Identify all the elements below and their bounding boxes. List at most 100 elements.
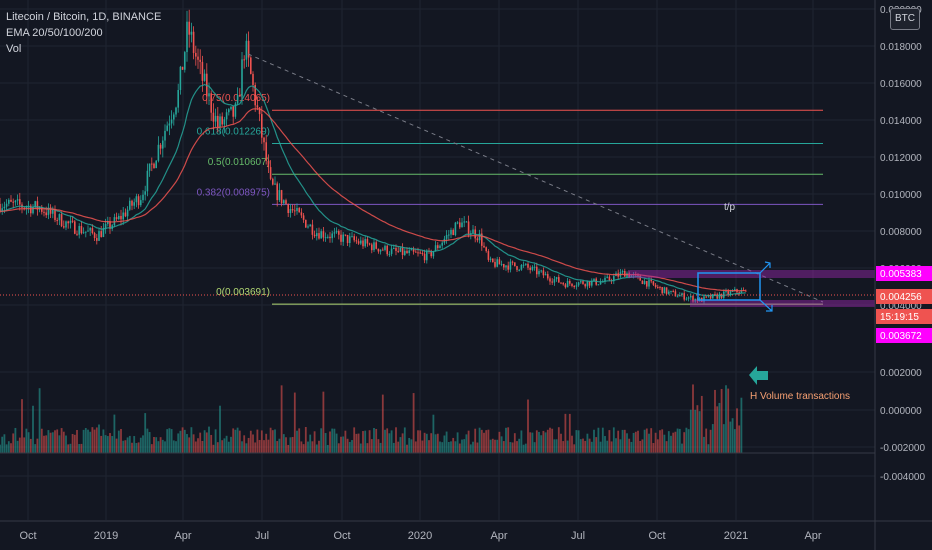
volume-bar	[623, 429, 626, 453]
candle-body	[384, 245, 386, 250]
candle-body	[177, 90, 179, 108]
volume-bar	[377, 439, 380, 453]
candle-body	[140, 200, 142, 206]
ema-indicator-label[interactable]: EMA 20/50/100/200	[6, 27, 103, 39]
candle-body	[162, 140, 164, 149]
candle-body	[113, 217, 116, 226]
volume-bar	[496, 439, 499, 453]
candle-body	[463, 221, 465, 223]
volume-bar	[406, 444, 408, 453]
volume-bar	[357, 433, 360, 453]
candle-body	[192, 31, 195, 53]
volume-bar	[513, 433, 516, 453]
volume-bar	[564, 413, 567, 453]
volume-bar	[353, 427, 356, 453]
x-tick-label: Jul	[571, 530, 585, 542]
candle-body	[294, 210, 296, 212]
candle-body	[186, 21, 188, 53]
volume-bar	[511, 442, 514, 453]
candle-body	[184, 52, 186, 70]
candle-body	[126, 209, 129, 217]
volume-bar	[258, 440, 261, 453]
candle-body	[195, 52, 197, 57]
volume-bar	[91, 427, 94, 453]
candle-body	[393, 248, 395, 250]
volume-bar	[223, 438, 226, 453]
volume-bar	[700, 395, 703, 453]
candle-body	[604, 277, 606, 282]
volume-bar	[320, 428, 323, 453]
volume-bar	[577, 430, 580, 453]
candle-body	[540, 270, 542, 272]
volume-bar	[192, 434, 195, 453]
candle-body	[456, 222, 459, 224]
candle-body	[597, 284, 600, 286]
candle-body	[287, 203, 289, 213]
volume-bar	[313, 431, 316, 453]
volume-bar	[29, 438, 32, 453]
volume-bar	[637, 430, 639, 453]
volume-bar	[392, 442, 395, 453]
candle-body	[573, 285, 575, 287]
volume-bar	[3, 434, 6, 453]
candle-body	[316, 233, 318, 237]
candle-body	[606, 276, 608, 278]
candle-body	[104, 223, 107, 229]
volume-bar	[137, 442, 140, 453]
candle-body	[212, 112, 215, 122]
price-marker-label: 0.004256	[880, 292, 922, 303]
candle-body	[210, 93, 212, 113]
candle-body	[516, 266, 518, 270]
currency-button[interactable]: BTC	[890, 8, 920, 30]
candle-body	[85, 231, 87, 233]
volume-bar	[428, 440, 430, 453]
candle-body	[639, 275, 641, 281]
volume-bar	[289, 437, 292, 453]
candle-body	[109, 221, 111, 229]
x-tick-label: Jul	[255, 530, 269, 542]
candle-body	[349, 236, 351, 244]
volume-bar	[190, 427, 193, 453]
candle-body	[25, 207, 28, 209]
candle-body	[254, 84, 256, 106]
volume-bar	[38, 388, 41, 453]
candle-body	[566, 280, 569, 288]
volume-bar	[318, 440, 320, 453]
volume-bar	[703, 436, 705, 453]
volume-bar	[205, 432, 208, 453]
volume-bar	[238, 430, 241, 453]
volume-bar	[155, 437, 158, 453]
volume-bar	[505, 427, 507, 453]
candle-body	[263, 137, 265, 143]
volume-bar	[21, 399, 23, 453]
volume-bar	[12, 433, 15, 453]
volume-indicator-label[interactable]: Vol	[6, 43, 22, 55]
candle-body	[223, 119, 226, 125]
candle-body	[80, 226, 83, 234]
candle-body	[36, 201, 39, 210]
candle-body	[351, 236, 353, 238]
candle-body	[527, 263, 529, 268]
candle-body	[371, 244, 373, 251]
volume-bar	[212, 444, 215, 453]
volume-bar	[203, 430, 206, 453]
volume-bar	[698, 411, 701, 453]
candle-body	[300, 212, 303, 216]
candle-body	[404, 250, 406, 255]
candle-body	[120, 215, 122, 220]
candle-body	[366, 239, 369, 244]
fib-level-label: 0.75(0.014065)	[202, 93, 270, 104]
volume-bar	[617, 430, 620, 453]
volume-bar	[106, 436, 109, 453]
volume-bar	[551, 428, 554, 453]
volume-bar	[58, 435, 61, 453]
candle-body	[318, 233, 320, 239]
y-tick-label: 0.008000	[880, 227, 922, 238]
volume-bar	[93, 429, 96, 453]
volume-bar	[395, 427, 397, 453]
volume-bar	[643, 429, 646, 453]
candle-body	[197, 56, 199, 60]
volume-bar	[478, 427, 481, 453]
